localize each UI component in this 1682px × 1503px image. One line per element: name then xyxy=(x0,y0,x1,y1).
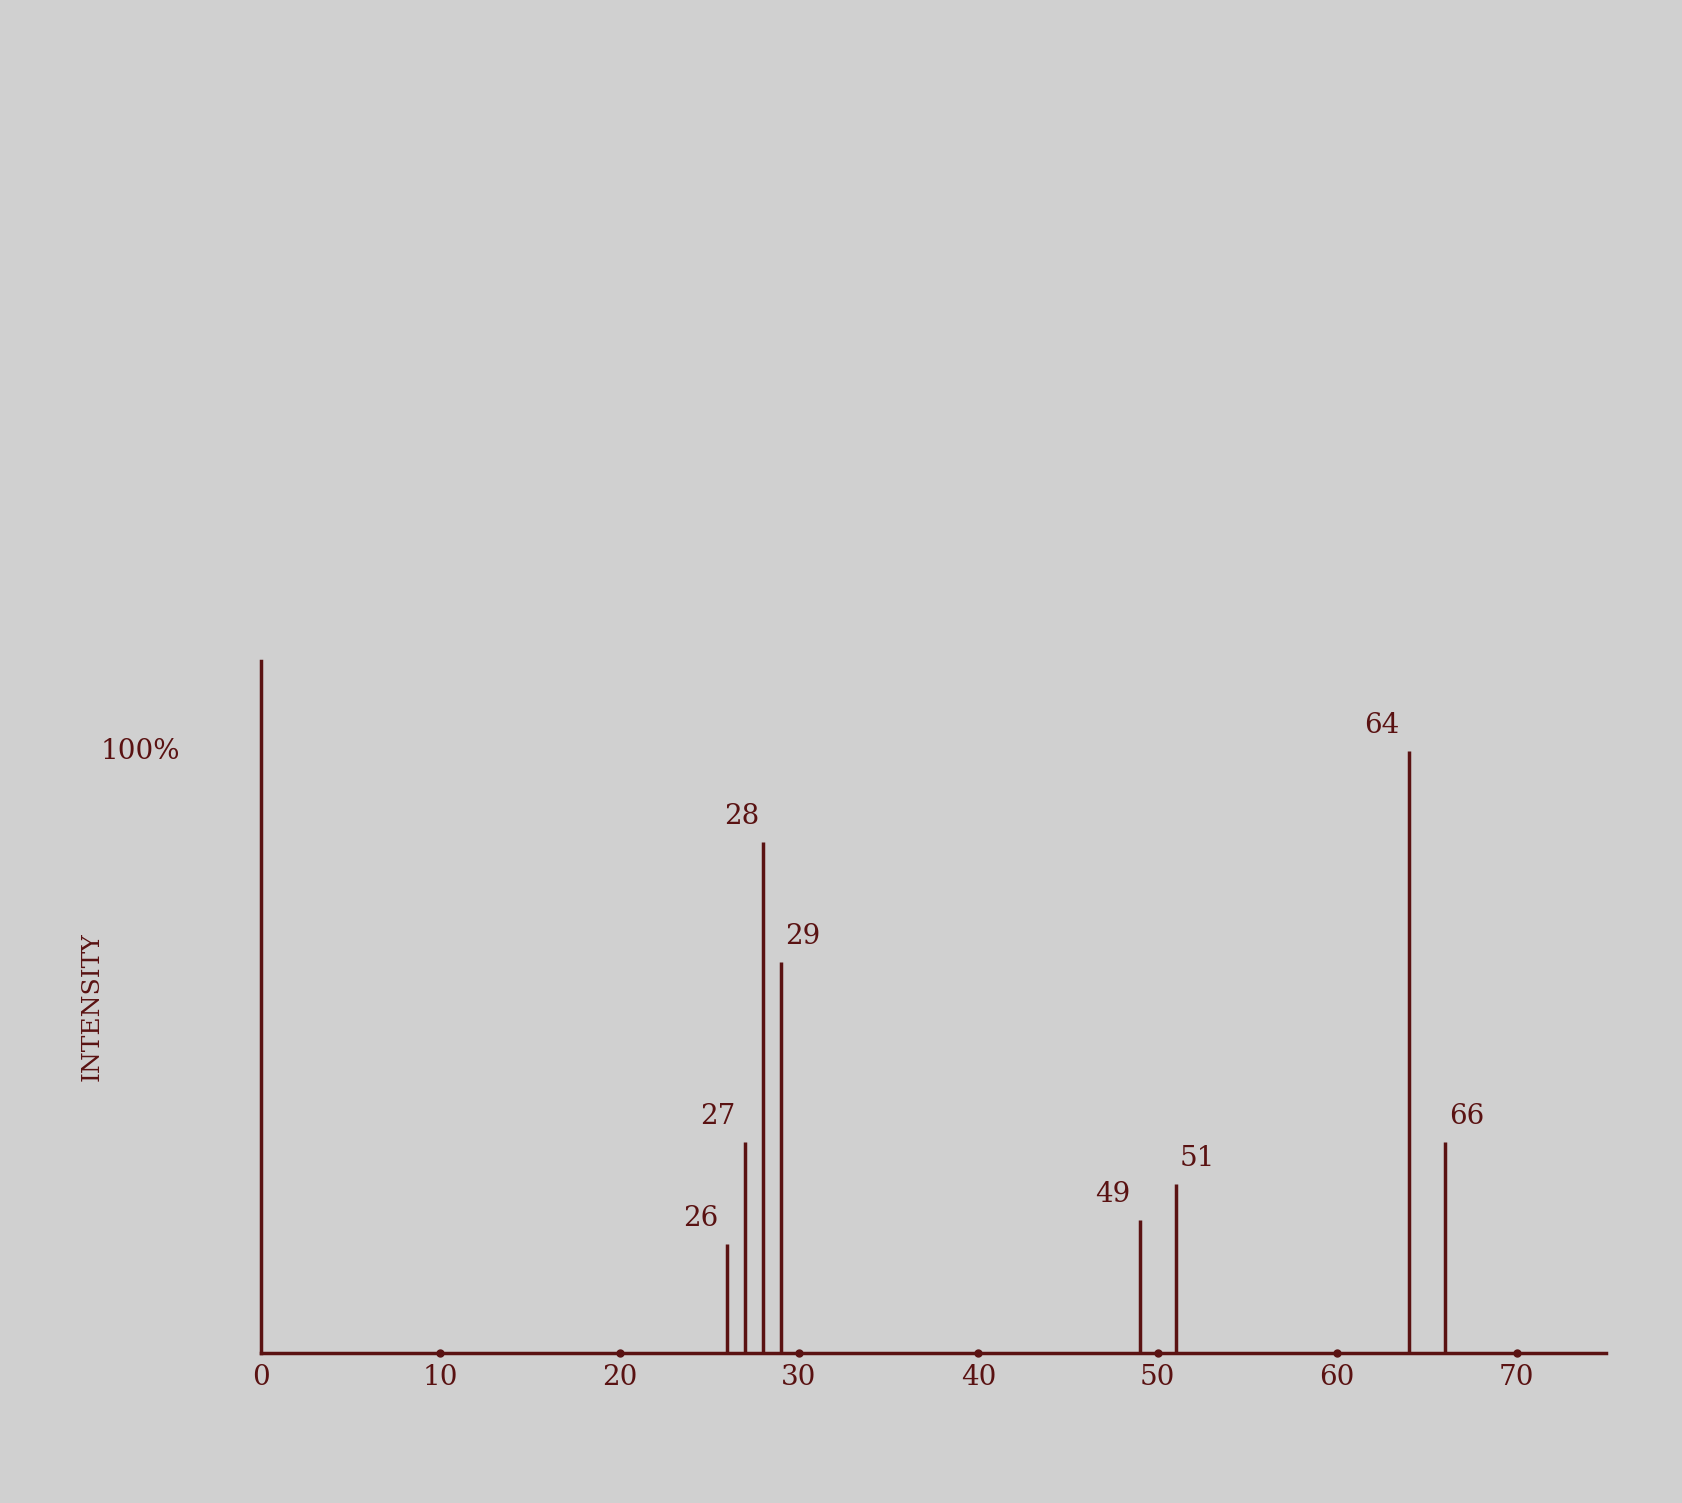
Text: 51: 51 xyxy=(1179,1145,1214,1172)
Text: 100%: 100% xyxy=(101,738,180,765)
Text: 29: 29 xyxy=(785,923,821,950)
Text: 49: 49 xyxy=(1095,1181,1130,1208)
Text: INTENSITY: INTENSITY xyxy=(81,933,104,1081)
Text: 28: 28 xyxy=(723,803,759,830)
Text: 27: 27 xyxy=(700,1103,737,1130)
Text: 64: 64 xyxy=(1364,712,1399,739)
Text: 66: 66 xyxy=(1448,1103,1484,1130)
Text: 26: 26 xyxy=(683,1205,718,1232)
